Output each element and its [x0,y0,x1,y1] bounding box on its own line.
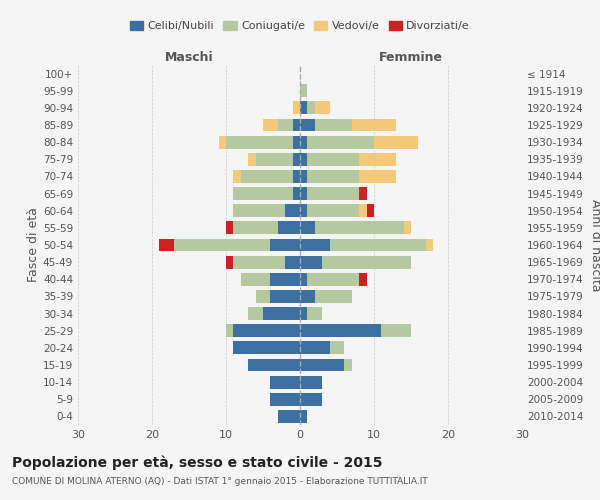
Text: Femmine: Femmine [379,51,443,64]
Bar [359,273,367,285]
Bar [293,102,300,114]
Bar [278,118,293,132]
Text: Popolazione per età, sesso e stato civile - 2015: Popolazione per età, sesso e stato civil… [12,455,383,469]
Bar [285,204,300,217]
Bar [300,307,307,320]
Bar [233,256,285,268]
Bar [300,342,329,354]
Bar [263,307,300,320]
Bar [352,118,396,132]
Bar [300,222,315,234]
Bar [271,376,300,388]
Bar [300,204,307,217]
Bar [344,358,352,372]
Bar [241,170,293,183]
Bar [256,290,271,303]
Bar [315,222,404,234]
Bar [233,170,241,183]
Bar [271,273,300,285]
Bar [307,187,359,200]
Bar [248,153,256,166]
Y-axis label: Fasce di età: Fasce di età [27,208,40,282]
Bar [300,324,382,337]
Bar [300,393,322,406]
Bar [374,136,418,148]
Bar [263,118,278,132]
Bar [300,238,329,252]
Bar [359,204,367,217]
Bar [300,84,307,97]
Bar [226,222,233,234]
Bar [300,187,307,200]
Bar [307,153,359,166]
Bar [300,136,307,148]
Bar [293,153,300,166]
Bar [248,307,263,320]
Bar [367,204,374,217]
Bar [278,410,300,423]
Bar [256,153,293,166]
Bar [404,222,411,234]
Bar [426,238,433,252]
Bar [300,118,315,132]
Bar [300,170,307,183]
Bar [293,170,300,183]
Bar [307,204,359,217]
Bar [233,204,285,217]
Bar [315,118,352,132]
Bar [300,358,344,372]
Bar [160,238,174,252]
Bar [382,324,411,337]
Bar [174,238,271,252]
Bar [241,273,271,285]
Bar [329,238,426,252]
Bar [285,256,300,268]
Bar [307,273,359,285]
Bar [300,290,315,303]
Bar [359,187,367,200]
Bar [226,136,293,148]
Text: COMUNE DI MOLINA ATERNO (AQ) - Dati ISTAT 1° gennaio 2015 - Elaborazione TUTTITA: COMUNE DI MOLINA ATERNO (AQ) - Dati ISTA… [12,478,428,486]
Bar [278,222,300,234]
Bar [359,170,396,183]
Bar [329,342,344,354]
Bar [293,118,300,132]
Text: Maschi: Maschi [164,51,214,64]
Bar [359,153,396,166]
Bar [233,187,293,200]
Y-axis label: Anni di nascita: Anni di nascita [589,198,600,291]
Bar [271,290,300,303]
Bar [300,410,307,423]
Bar [271,393,300,406]
Bar [322,256,411,268]
Bar [300,102,307,114]
Bar [218,136,226,148]
Bar [315,102,329,114]
Bar [226,324,233,337]
Bar [233,342,300,354]
Bar [293,187,300,200]
Bar [248,358,300,372]
Bar [233,222,278,234]
Bar [300,273,307,285]
Legend: Celibi/Nubili, Coniugati/e, Vedovi/e, Divorziati/e: Celibi/Nubili, Coniugati/e, Vedovi/e, Di… [125,16,475,36]
Bar [315,290,352,303]
Bar [300,376,322,388]
Bar [307,307,322,320]
Bar [226,256,233,268]
Bar [307,170,359,183]
Bar [307,136,374,148]
Bar [300,153,307,166]
Bar [293,136,300,148]
Bar [307,102,315,114]
Bar [233,324,300,337]
Bar [271,238,300,252]
Bar [300,256,322,268]
